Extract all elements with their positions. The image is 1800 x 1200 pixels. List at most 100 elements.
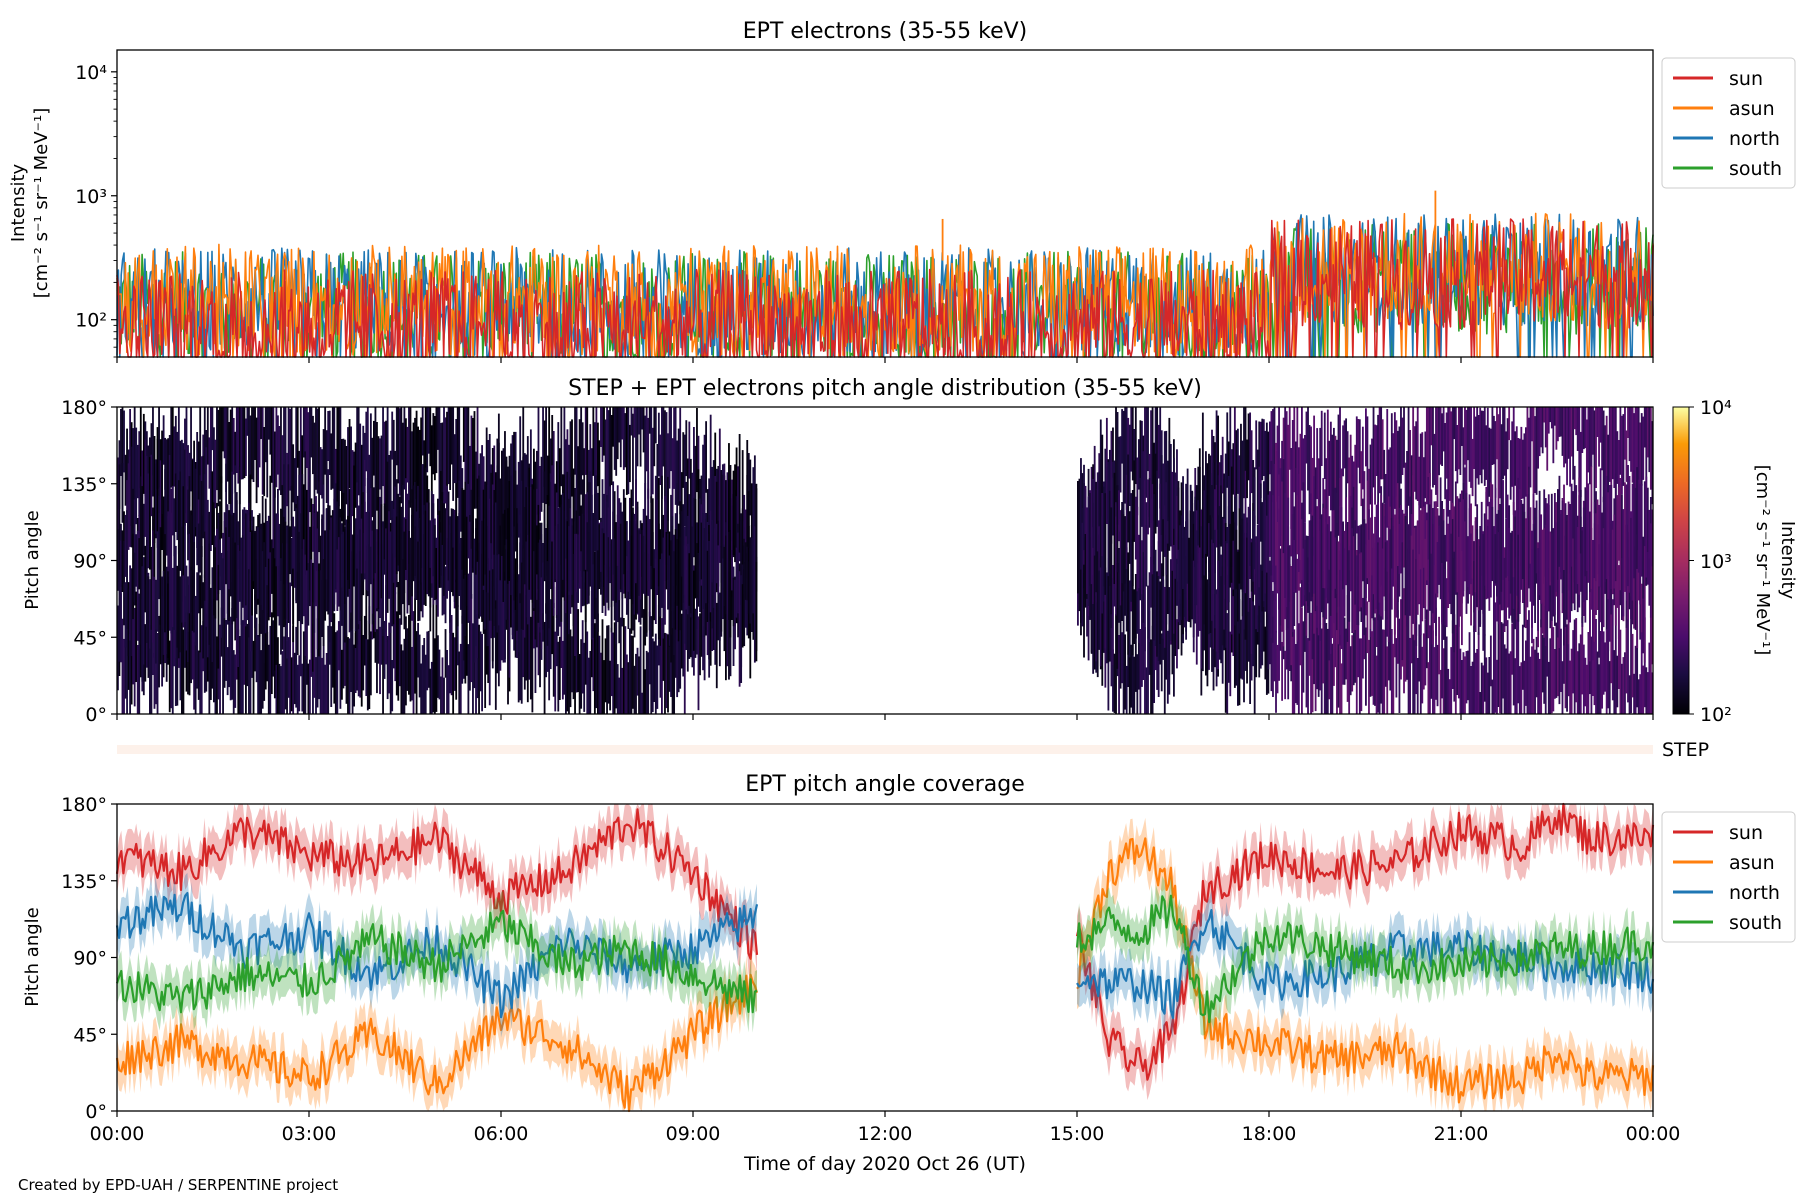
heatmap-cell bbox=[1339, 554, 1341, 646]
heatmap-cell bbox=[243, 407, 246, 479]
heatmap-cell bbox=[161, 462, 164, 515]
heatmap-cell bbox=[1518, 666, 1521, 714]
heatmap-cell bbox=[246, 510, 249, 621]
heatmap-cell bbox=[1619, 407, 1622, 475]
heatmap-cell bbox=[1593, 610, 1596, 706]
heatmap-cell bbox=[607, 537, 610, 609]
heatmap-cell bbox=[1351, 528, 1354, 633]
heatmap-cell bbox=[1375, 504, 1378, 609]
heatmap-cell bbox=[443, 503, 445, 596]
heatmap-cell bbox=[1293, 629, 1296, 714]
heatmap-cell bbox=[1218, 543, 1221, 653]
heatmap-cell bbox=[1113, 653, 1116, 713]
heatmap-cell bbox=[1645, 476, 1648, 578]
heatmap-cell bbox=[664, 632, 666, 714]
heatmap-cell bbox=[475, 518, 477, 575]
heatmap-cell bbox=[235, 407, 238, 473]
heatmap-cell bbox=[1343, 548, 1346, 617]
panel1-ylabel-line2: [cm⁻² s⁻¹ sr⁻¹ MeV⁻¹] bbox=[31, 108, 52, 299]
heatmap-cell bbox=[1230, 582, 1233, 635]
heatmap-cell bbox=[354, 442, 357, 508]
heatmap-cell bbox=[1262, 419, 1265, 476]
heatmap-cell bbox=[318, 463, 320, 553]
x-tick-label: 06:00 bbox=[474, 1123, 529, 1145]
heatmap-cell bbox=[1525, 427, 1527, 497]
heatmap-cell bbox=[388, 511, 391, 599]
heatmap-cell bbox=[1361, 597, 1364, 679]
heatmap-cell bbox=[1243, 407, 1245, 499]
heatmap-cell bbox=[718, 428, 721, 524]
heatmap-cell bbox=[1346, 595, 1349, 702]
series-line-sun bbox=[116, 218, 1654, 358]
heatmap-cell bbox=[273, 558, 276, 671]
heatmap-cell bbox=[450, 508, 453, 593]
heatmap-cell bbox=[1465, 651, 1468, 704]
heatmap-cell bbox=[1269, 491, 1271, 557]
heatmap-cell bbox=[1208, 453, 1210, 524]
heatmap-cell bbox=[606, 625, 608, 714]
heatmap-cell bbox=[1121, 502, 1124, 584]
heatmap-cell bbox=[450, 407, 453, 465]
heatmap-cell bbox=[1416, 522, 1419, 615]
heatmap-cell bbox=[1328, 562, 1331, 661]
heatmap-cell bbox=[1432, 508, 1434, 614]
heatmap-cell bbox=[633, 665, 636, 714]
heatmap-cell bbox=[296, 664, 299, 714]
heatmap-cell bbox=[522, 545, 525, 630]
heatmap-cell bbox=[190, 407, 192, 492]
heatmap-cell bbox=[1380, 613, 1383, 704]
heatmap-cell bbox=[667, 533, 669, 610]
heatmap-cell bbox=[568, 594, 570, 714]
heatmap-cell bbox=[1483, 514, 1486, 586]
heatmap-cell bbox=[1272, 616, 1274, 697]
heatmap-cell bbox=[677, 523, 680, 642]
heatmap-cell bbox=[569, 421, 572, 522]
heatmap-cell bbox=[1238, 541, 1241, 634]
panel1-title: EPT electrons (35-55 keV) bbox=[743, 19, 1028, 44]
heatmap-cell bbox=[1409, 637, 1412, 714]
heatmap-cell bbox=[1211, 429, 1213, 518]
heatmap-cell bbox=[1585, 419, 1588, 504]
heatmap-cell bbox=[661, 618, 663, 714]
heatmap-cell bbox=[610, 627, 613, 697]
heatmap-cell bbox=[1473, 407, 1476, 469]
colorbar-label-line2: [cm⁻² s⁻¹ sr⁻¹ MeV⁻¹] bbox=[1752, 465, 1773, 656]
heatmap-cell bbox=[150, 423, 153, 476]
heatmap-cell bbox=[1617, 487, 1620, 561]
heatmap-cell bbox=[1081, 522, 1084, 627]
heatmap-cell bbox=[130, 446, 133, 548]
heatmap-cell bbox=[1585, 490, 1588, 571]
heatmap-cell bbox=[688, 421, 691, 479]
heatmap-cell bbox=[584, 582, 587, 685]
heatmap-cell bbox=[1229, 498, 1232, 547]
heatmap-cell bbox=[549, 599, 552, 670]
heatmap-cell bbox=[721, 558, 724, 620]
heatmap-cell bbox=[1433, 647, 1436, 714]
heatmap-cell bbox=[197, 523, 200, 614]
heatmap-cell bbox=[174, 545, 177, 659]
heatmap-cell bbox=[691, 591, 694, 668]
heatmap-cell bbox=[1499, 605, 1501, 714]
heatmap-cell bbox=[433, 525, 436, 601]
heatmap-cell bbox=[1259, 483, 1262, 542]
heatmap-cell bbox=[1610, 407, 1613, 524]
heatmap-cell bbox=[254, 407, 256, 460]
heatmap-cell bbox=[1517, 534, 1520, 622]
heatmap-cell bbox=[347, 515, 349, 580]
heatmap-cell bbox=[502, 582, 505, 634]
heatmap-cell bbox=[1451, 407, 1454, 508]
heatmap-cell bbox=[1159, 589, 1162, 644]
heatmap-cell bbox=[315, 657, 317, 714]
heatmap-cell bbox=[1587, 483, 1590, 583]
coverage-line-south-1 bbox=[1075, 894, 1655, 1024]
heatmap-cell bbox=[1547, 407, 1550, 434]
heatmap-cell bbox=[1145, 407, 1148, 498]
heatmap-cell bbox=[1622, 414, 1625, 486]
heatmap-cell bbox=[1622, 509, 1625, 617]
heatmap-cell bbox=[403, 531, 406, 630]
heatmap-cell bbox=[702, 512, 704, 609]
heatmap-cell bbox=[1272, 590, 1274, 643]
heatmap-cell bbox=[750, 537, 753, 632]
heatmap-cell bbox=[1168, 587, 1171, 675]
heatmap-cell bbox=[1308, 520, 1311, 593]
